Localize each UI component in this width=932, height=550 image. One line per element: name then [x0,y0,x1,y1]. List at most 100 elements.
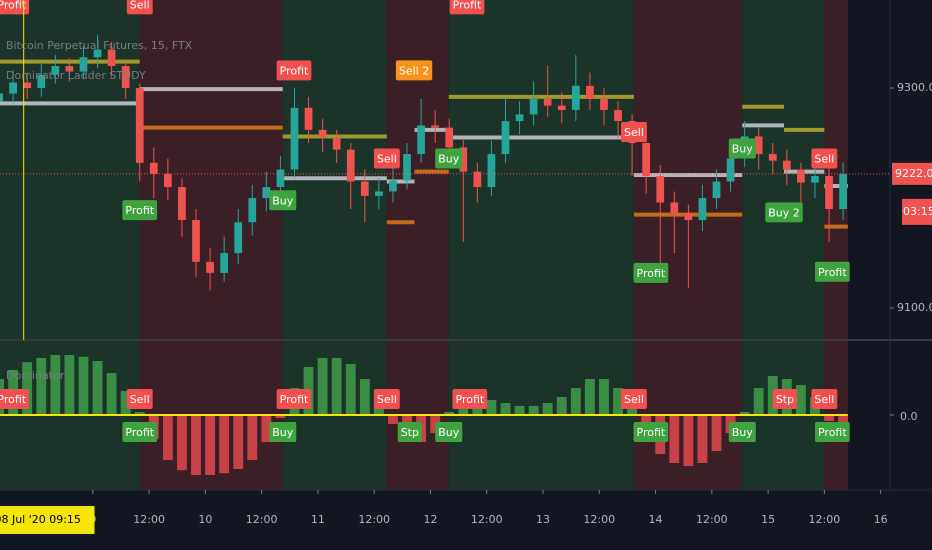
candle-body [346,149,355,182]
osc-bar [134,412,145,415]
price-signal: Buy [732,143,754,156]
study-title: Dominator Ladder STUDY [6,69,146,82]
x-tick-label: 12:00 [358,513,390,526]
candle-body [586,85,594,100]
osc-signal: Sell [377,393,397,406]
osc-bar [92,361,103,415]
osc-bar [120,391,131,415]
candle-body [811,176,819,183]
price-signal-box [765,202,803,223]
osc-bar [22,362,33,415]
x-tick-label: 12:00 [246,513,278,526]
price-signal: Profit [453,0,482,11]
price-signal-box [435,148,463,169]
osc-bar [753,388,764,415]
osc-signal: Buy [438,426,460,439]
osc-signal: Sell [624,393,644,406]
osc-bar [711,415,722,451]
x-tick-label: 13 [536,513,550,526]
osc-signal-box [0,389,30,409]
candle-body [332,137,341,150]
candle-body [557,105,566,111]
candle-body [670,202,679,214]
osc-bar [275,415,286,418]
x-tick-label: 14 [649,513,663,526]
price-signal-box [814,261,850,282]
symbol-title: Bitcoin Perpetual Futures, 15, FTX [6,39,193,52]
candle-body [614,110,622,122]
x-tick-label: 11 [311,513,325,526]
osc-bar [247,415,258,460]
osc-signal: Stp [776,393,794,406]
candle-body [234,222,243,254]
candle-body [797,169,805,183]
price-zone [824,0,848,340]
price-signal: Sell 2 [399,64,429,77]
osc-signal: Sell [130,393,150,406]
candle-body [37,74,46,89]
price-signal: Profit [125,204,154,217]
x-tick-label: 12:00 [583,513,615,526]
price-signal: Profit [637,267,666,280]
osc-bar [388,415,398,424]
candle-body [642,143,651,177]
price-signal: Profit [280,64,309,77]
candle-body [23,82,32,89]
osc-signal: Profit [456,393,485,406]
candle-body [304,107,313,130]
osc-signal: Sell [814,393,834,406]
last-price-box [892,162,932,185]
osc-y-tick-label: 0.0 [900,410,918,423]
price-signal-box [621,122,647,143]
price-zone [633,0,743,340]
osc-signal-box [269,422,297,442]
price-signal-box [122,200,158,221]
osc-bar [824,415,834,421]
osc-signal: Profit [0,393,27,406]
osc-signal: Profit [125,426,154,439]
price-signal-box [728,138,756,159]
osc-bar [486,400,497,415]
candle-body [529,99,538,115]
osc-bar [191,415,201,475]
price-signal: Buy [438,152,460,165]
candle-body [93,49,102,58]
candle-body [262,187,271,199]
osc-signal-box [772,389,798,409]
candle-body [220,253,229,273]
candle-body [389,180,397,192]
x-tick-label: 12:00 [471,513,503,526]
x-tick-label: 10 [198,513,212,526]
candle-body [375,191,383,196]
osc-bar [162,415,173,460]
price-signal-box [395,60,433,81]
osc-bar [556,397,567,415]
price-zone [282,0,387,340]
candle-body [192,220,200,262]
candle-body [726,158,735,182]
price-zone [448,0,634,340]
candle-body [684,213,693,221]
osc-bar [106,373,117,415]
osc-bar [838,415,849,424]
osc-bar [50,355,61,415]
osc-bar [739,412,750,415]
osc-signal: Profit [818,426,847,439]
osc-bar [331,358,342,415]
osc-bar [430,415,441,433]
price-signal-box [126,0,153,15]
osc-bar [767,376,778,415]
osc-title: Dominator [6,369,65,382]
candle-body [600,99,608,111]
osc-bar [177,415,187,471]
price-signal: Sell [377,152,397,165]
osc-bar [683,415,694,466]
price-signal: Sell [624,126,644,139]
candle-body [65,66,74,72]
price-signal: Profit [818,266,847,279]
candle-body [571,85,580,111]
candle-body [698,198,707,221]
osc-bar [219,415,230,474]
